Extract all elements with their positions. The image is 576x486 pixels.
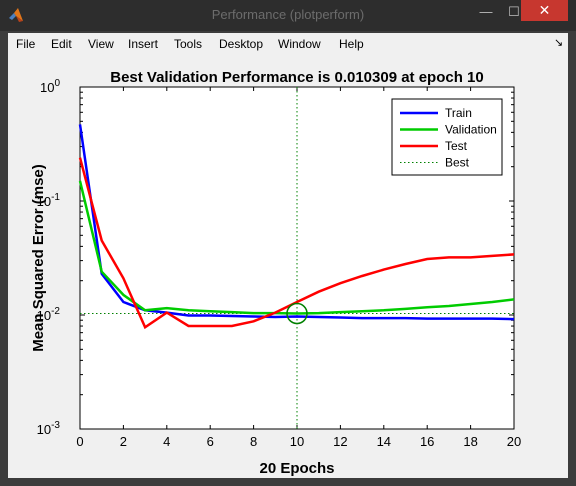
window-title: Performance (plotperform) — [211, 7, 365, 22]
menu-view[interactable]: View — [88, 37, 114, 51]
y-tick-label: 10-2 — [37, 306, 61, 323]
x-tick-label: 16 — [420, 434, 434, 449]
best-marker-circle — [286, 302, 308, 325]
series-lines — [78, 87, 515, 429]
x-tick-label: 12 — [333, 434, 347, 449]
y-axis-label: Mean Squared Error (mse) — [30, 164, 47, 352]
chart-title: Best Validation Performance is 0.010309 … — [110, 69, 484, 86]
figure-canvas: Best Validation Performance is 0.010309 … — [8, 55, 568, 478]
x-tick-label: 20 — [507, 434, 521, 449]
y-tick-label: 100 — [40, 78, 60, 95]
x-tick-label: 10 — [290, 434, 304, 449]
x-tick-label: 4 — [163, 434, 170, 449]
axis-ticks: 0 2 4 6 8 10 12 14 16 18 20 100 10-1 10-2 10-3 — [37, 78, 522, 449]
series-line-train — [78, 124, 515, 321]
x-tick-label: 14 — [377, 434, 391, 449]
minimize-button[interactable]: — — [479, 4, 493, 19]
menu-window[interactable]: Window — [278, 37, 321, 51]
x-tick-label: 8 — [250, 434, 257, 449]
menu-tools[interactable]: Tools — [174, 37, 203, 51]
performance-chart: Best Validation Performance is 0.010309 … — [30, 69, 522, 477]
legend-label-test: Test — [445, 139, 468, 153]
menu-bar: File Edit View Insert Tools Desktop Wind… — [8, 33, 568, 55]
close-button[interactable]: ✕ — [521, 0, 568, 21]
menu-file[interactable]: File — [16, 37, 36, 51]
menu-edit[interactable]: Edit — [51, 37, 72, 51]
menu-insert[interactable]: Insert — [128, 37, 159, 51]
legend-label-best: Best — [445, 156, 470, 170]
series-line-test — [78, 157, 515, 330]
y-tick-label: 10-3 — [37, 420, 61, 437]
menu-desktop[interactable]: Desktop — [219, 37, 264, 51]
maximize-button[interactable]: ☐ — [508, 4, 520, 19]
x-tick-label: 18 — [463, 434, 477, 449]
legend-box — [391, 98, 503, 176]
title-bar[interactable]: Performance (plotperform) — ☐ ✕ — [0, 0, 576, 31]
legend-label-train: Train — [445, 106, 472, 120]
y-tick-label: 10-1 — [37, 192, 61, 209]
x-tick-label: 6 — [207, 434, 214, 449]
menu-help[interactable]: Help — [339, 37, 364, 51]
matlab-logo-icon — [9, 8, 23, 22]
x-tick-label: 0 — [76, 434, 83, 449]
series-line-validation — [78, 180, 515, 315]
x-axis-label: 20 Epochs — [259, 460, 334, 477]
legend-label-validation: Validation — [445, 123, 497, 137]
x-tick-label: 2 — [120, 434, 127, 449]
legend[interactable]: Train Validation Test Best — [391, 98, 503, 176]
dock-arrow-icon[interactable]: ↘ — [554, 37, 564, 49]
